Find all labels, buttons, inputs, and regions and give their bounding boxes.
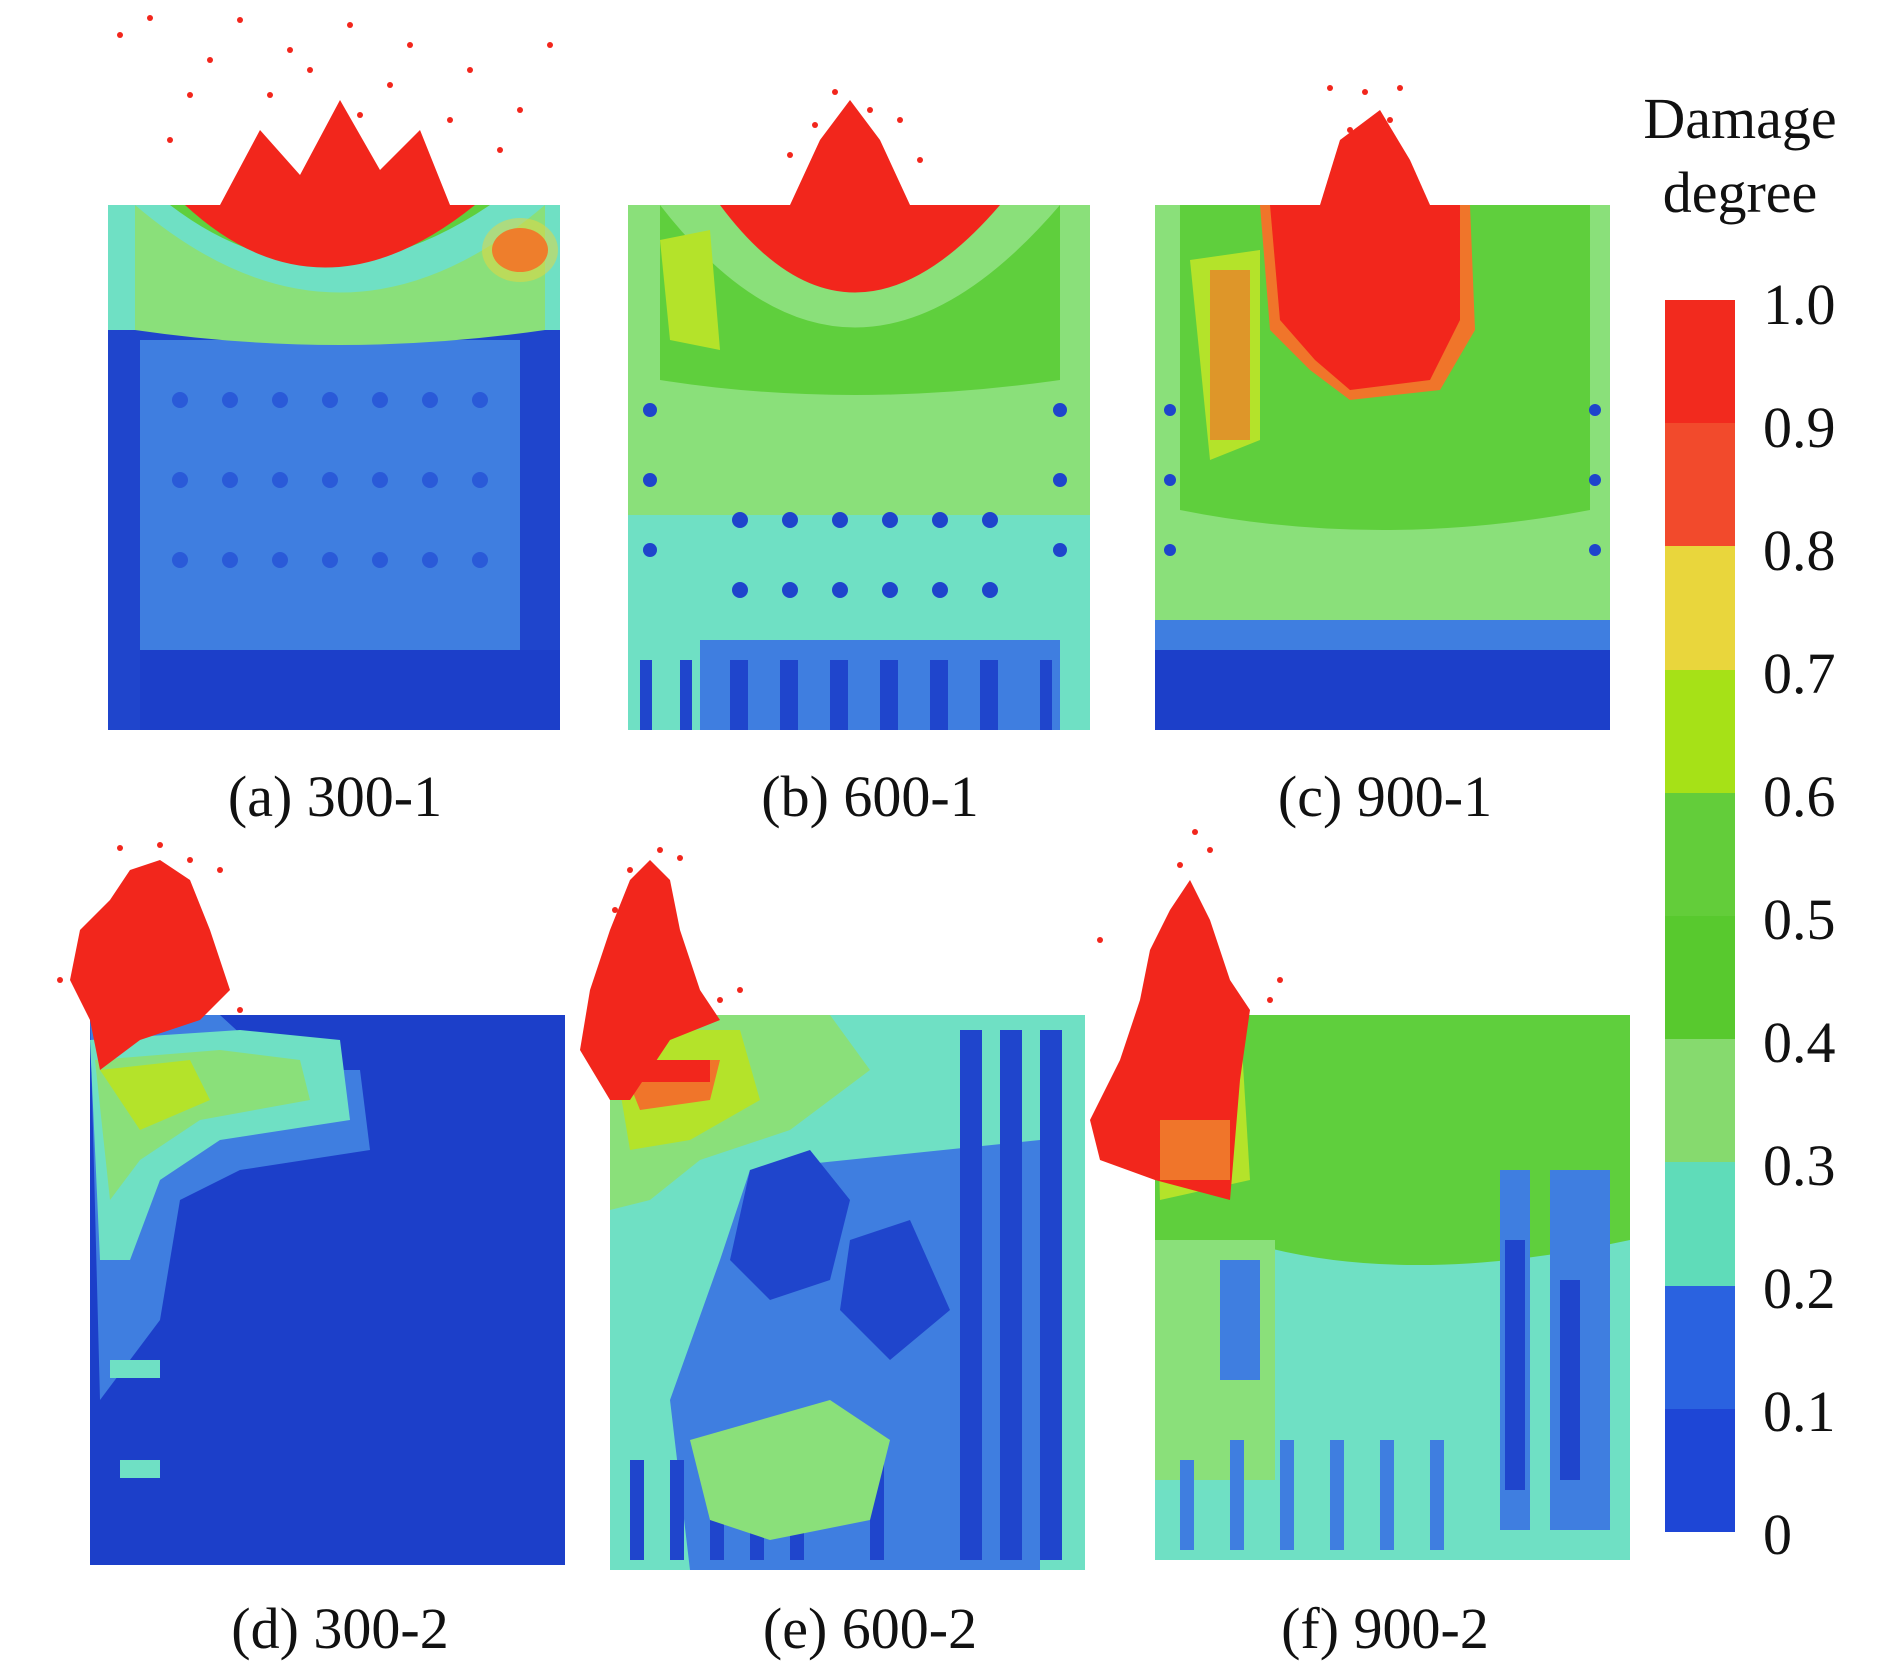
damage-map-a <box>108 15 560 730</box>
damage-panel-e <box>570 840 1100 1570</box>
tick-0.7: 0.7 <box>1763 641 1836 706</box>
tick-0.1: 0.1 <box>1763 1379 1836 1444</box>
colorbar-segment-0-0.1 <box>1665 1408 1735 1533</box>
colorbar-segment-0.3-0.4 <box>1665 1039 1735 1163</box>
tick-0.9: 0.9 <box>1763 395 1836 460</box>
colorbar-segment-0.6-0.7 <box>1665 669 1735 793</box>
tick-0: 0 <box>1763 1502 1792 1567</box>
damage-panel-d <box>40 840 580 1570</box>
colorbar-segment-0.7-0.8 <box>1665 546 1735 670</box>
caption-f: (f) 900-2 <box>1281 1596 1489 1661</box>
legend-title-line2: degree <box>1662 160 1818 226</box>
damage-map-f <box>1090 829 1630 1560</box>
damage-panel-a <box>90 0 570 740</box>
damage-map-d <box>57 842 565 1565</box>
tick-0.6: 0.6 <box>1763 764 1836 829</box>
tick-1.0: 1.0 <box>1763 272 1836 337</box>
colorbar-segment-0.9-1.0 <box>1665 300 1735 424</box>
damage-map-e <box>580 847 1085 1570</box>
legend-title-line1: Damage <box>1643 86 1837 151</box>
damage-panel-f <box>1080 820 1640 1570</box>
tick-0.8: 0.8 <box>1763 518 1836 583</box>
tick-0.2: 0.2 <box>1763 1256 1836 1321</box>
damage-panel-b <box>620 80 1100 740</box>
tick-0.3: 0.3 <box>1763 1133 1836 1198</box>
damage-panel-c <box>1150 80 1620 740</box>
caption-d: (d) 300-2 <box>231 1596 449 1661</box>
colorbar-segment-0.1-0.2 <box>1665 1285 1735 1409</box>
tick-0.4: 0.4 <box>1763 1010 1836 1075</box>
damage-map-b <box>628 89 1090 730</box>
caption-b: (b) 600-1 <box>761 764 979 829</box>
colorbar-segment-0.2-0.3 <box>1665 1162 1735 1286</box>
damage-map-c <box>1155 85 1610 730</box>
caption-c: (c) 900-1 <box>1277 764 1493 829</box>
tick-0.5: 0.5 <box>1763 887 1836 952</box>
colorbar-segment-0.5-0.6 <box>1665 792 1735 917</box>
colorbar-segment-0.8-0.9 <box>1665 423 1735 547</box>
caption-e: (e) 600-2 <box>762 1596 978 1661</box>
colorbar-segment-0.4-0.5 <box>1665 916 1735 1040</box>
legend-title: Damage degree <box>1610 82 1870 230</box>
caption-a: (a) 300-1 <box>227 764 443 829</box>
damage-colorbar <box>1665 300 1735 1533</box>
